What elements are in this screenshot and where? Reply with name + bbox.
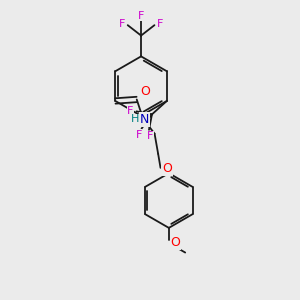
Text: O: O: [162, 162, 172, 175]
Text: O: O: [140, 85, 150, 98]
Text: F: F: [157, 19, 163, 29]
Text: F: F: [128, 106, 134, 116]
Text: F: F: [147, 131, 154, 141]
Text: F: F: [138, 11, 144, 21]
Text: N: N: [140, 113, 149, 126]
Text: H: H: [131, 114, 140, 124]
Text: F: F: [135, 130, 142, 140]
Text: O: O: [170, 236, 180, 249]
Text: F: F: [119, 19, 125, 29]
